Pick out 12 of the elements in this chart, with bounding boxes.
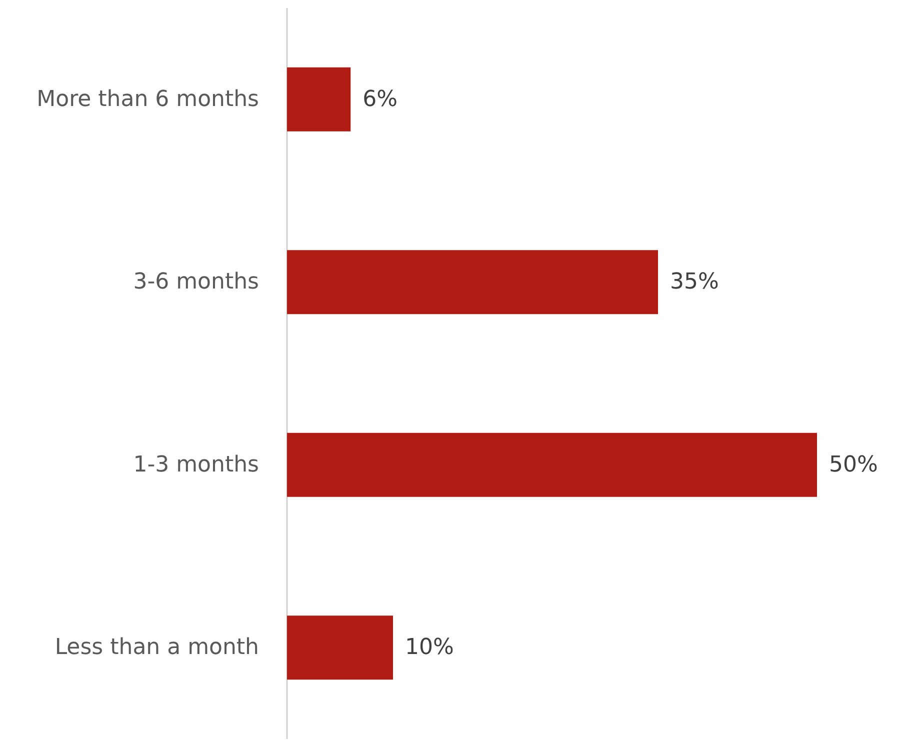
bar bbox=[287, 432, 817, 497]
y-tick-label: 1-3 months bbox=[133, 452, 259, 478]
bar bbox=[287, 250, 658, 314]
y-tick-label: 3-6 months bbox=[133, 270, 259, 295]
bar bbox=[287, 67, 351, 132]
bar bbox=[287, 616, 393, 680]
data-label: 6% bbox=[362, 86, 398, 112]
data-label: 50% bbox=[829, 452, 878, 478]
y-tick-label: Less than a month bbox=[54, 635, 259, 660]
y-tick-label: More than 6 months bbox=[36, 86, 259, 112]
data-label: 10% bbox=[405, 635, 454, 660]
data-label: 35% bbox=[670, 270, 719, 295]
